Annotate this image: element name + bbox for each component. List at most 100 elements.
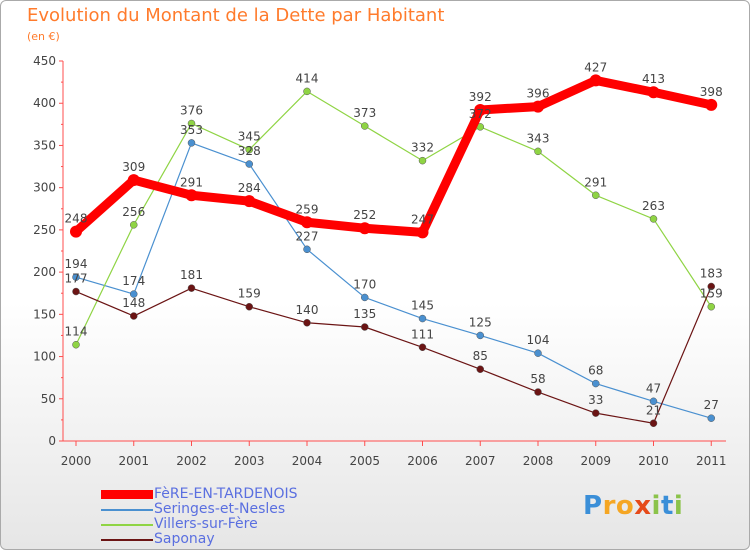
data-point [303, 319, 311, 327]
data-point [707, 282, 715, 291]
data-label: 85 [473, 349, 488, 363]
data-point [130, 221, 138, 229]
data-label: 413 [642, 72, 665, 86]
x-tick-label: 2007 [465, 454, 496, 468]
data-label: 263 [642, 199, 665, 213]
data-label: 183 [700, 266, 723, 280]
data-label: 392 [469, 90, 492, 104]
x-tick-label: 2000 [61, 454, 92, 468]
y-tick-label: 300 [33, 181, 56, 195]
logo-letter: P [583, 491, 603, 521]
y-tick-label: 400 [33, 96, 56, 110]
data-point [534, 349, 542, 357]
data-label: 125 [469, 315, 492, 329]
series-line-2 [75, 90, 712, 346]
series-line-0 [71, 75, 716, 237]
data-point [245, 160, 253, 168]
logo-letter: r [602, 491, 616, 521]
data-label: 376 [180, 103, 203, 117]
data-point [361, 122, 369, 130]
data-label: 372 [469, 107, 492, 121]
x-tick-label: 2004 [292, 454, 323, 468]
data-point [592, 409, 600, 417]
data-point [72, 340, 80, 349]
data-point [707, 414, 715, 422]
legend-label: Seringes-et-Nesles [154, 501, 286, 517]
data-label: 174 [122, 274, 145, 288]
data-label: 135 [353, 307, 376, 321]
data-point [589, 74, 602, 87]
data-point [705, 98, 718, 111]
x-tick-label: 2001 [118, 454, 149, 468]
data-label: 47 [646, 381, 661, 395]
data-point [243, 195, 256, 208]
data-point [416, 226, 429, 239]
data-label: 140 [296, 303, 319, 317]
data-point [647, 86, 660, 99]
data-label: 343 [527, 131, 550, 145]
data-point [649, 215, 658, 223]
logo-letter: i [673, 491, 684, 521]
x-tick-label: 2002 [176, 454, 207, 468]
data-label: 247 [411, 212, 434, 226]
data-label: 159 [238, 287, 261, 301]
data-point [476, 331, 484, 340]
data-label: 68 [588, 364, 603, 378]
data-label: 181 [180, 268, 203, 282]
logo-letter: x [634, 491, 652, 521]
x-tick-label: 2003 [234, 454, 265, 468]
data-point [361, 293, 369, 302]
legend-label: Saponay [154, 531, 215, 547]
proxiti-logo: Proxiti [583, 491, 683, 521]
logo-letter: t [660, 491, 674, 521]
y-tick-label: 450 [33, 54, 56, 68]
data-label: 145 [411, 299, 434, 313]
data-point [476, 365, 484, 373]
data-label: 248 [65, 212, 88, 226]
data-label: 227 [296, 229, 319, 243]
y-tick-label: 100 [33, 350, 56, 364]
data-point [187, 139, 196, 147]
series-line-1 [75, 142, 712, 419]
data-label: 256 [122, 205, 145, 219]
data-point [130, 290, 138, 298]
data-label: 291 [584, 175, 607, 189]
data-label: 177 [65, 272, 88, 286]
data-label: 21 [646, 403, 661, 417]
data-point [127, 174, 140, 187]
legend-swatch [101, 524, 153, 526]
data-point [534, 147, 542, 156]
x-tick-label: 2005 [349, 454, 380, 468]
data-point [245, 145, 253, 154]
data-point [72, 273, 80, 281]
data-label: 111 [411, 327, 434, 341]
data-point [707, 302, 715, 311]
data-point [532, 100, 544, 113]
x-tick-label: 2006 [407, 454, 438, 468]
data-label: 398 [700, 85, 723, 99]
legend-swatch [101, 490, 153, 499]
data-label: 114 [65, 325, 88, 339]
legend-swatch [101, 539, 153, 541]
data-point [361, 323, 369, 331]
data-point [474, 103, 487, 116]
logo-letter: o [615, 491, 635, 521]
y-tick-label: 150 [33, 307, 56, 321]
data-label: 252 [353, 208, 376, 222]
data-label: 373 [353, 106, 376, 120]
data-point [303, 245, 311, 254]
data-point [130, 312, 138, 320]
y-tick-label: 200 [33, 265, 56, 279]
data-label: 414 [296, 71, 319, 85]
data-label: 427 [584, 60, 607, 74]
y-tick-label: 50 [41, 392, 56, 406]
legend-label: FèRE-EN-TARDENOIS [154, 486, 298, 502]
y-tick-label: 0 [48, 434, 56, 448]
data-label: 291 [180, 175, 203, 189]
data-point [592, 191, 600, 200]
data-label: 345 [238, 130, 261, 144]
data-label: 27 [704, 398, 719, 412]
x-tick-label: 2011 [696, 454, 727, 468]
